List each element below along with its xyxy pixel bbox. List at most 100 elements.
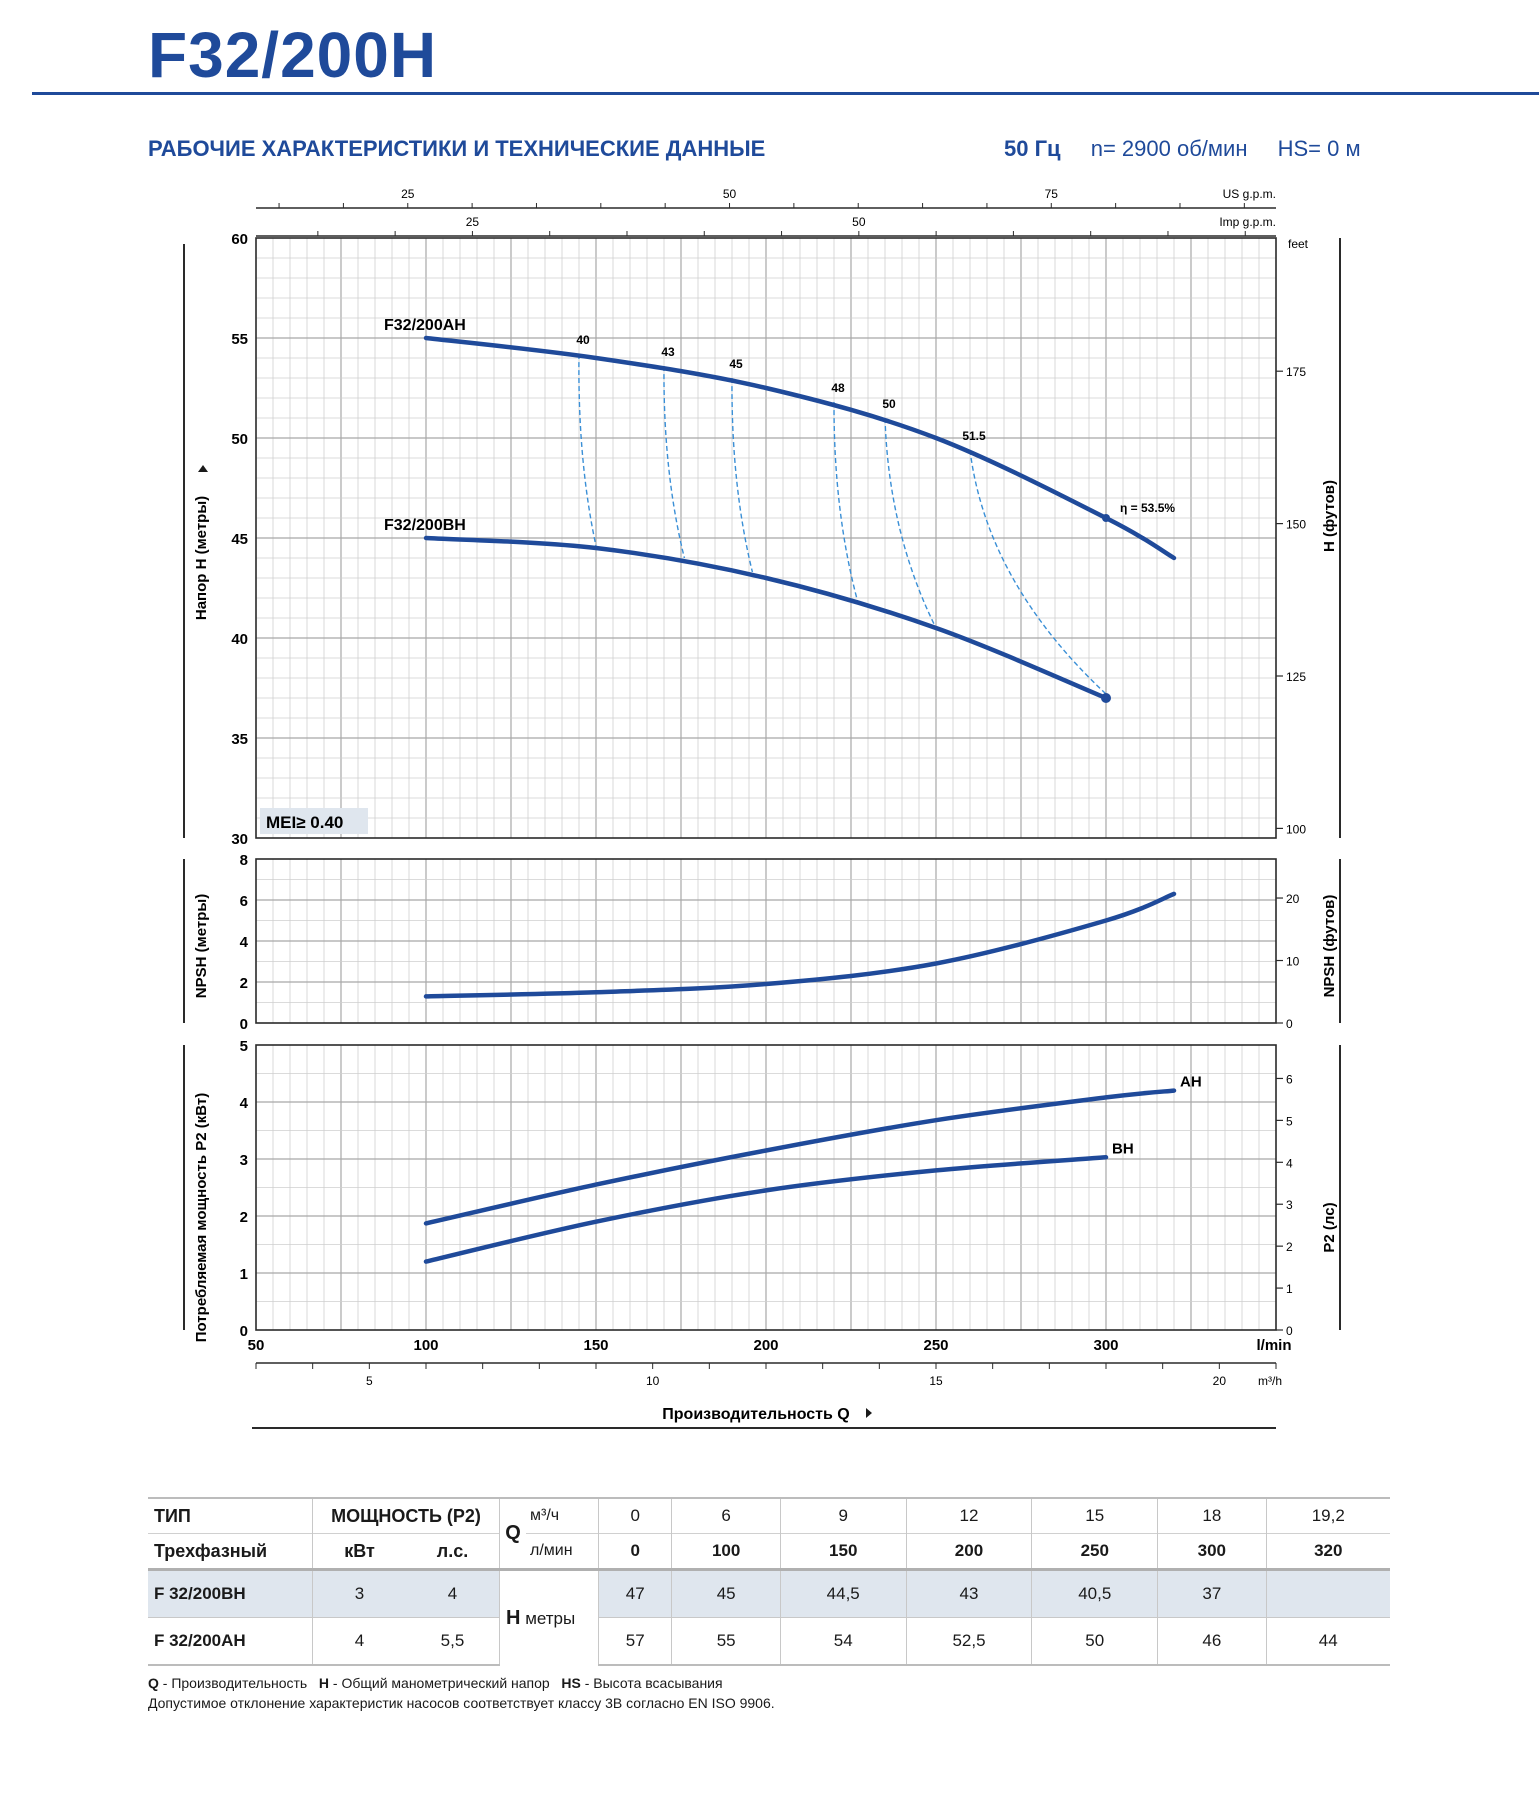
ah-h-3: 52,5 xyxy=(905,1617,1032,1666)
chart-grids xyxy=(183,237,1341,1331)
ah-h-1: 55 xyxy=(671,1617,781,1666)
h-symbol: H xyxy=(506,1606,521,1629)
power-frame xyxy=(255,1044,1277,1331)
x-axis-title: Производительность Q xyxy=(662,1406,849,1423)
q-m3h-2: 9 xyxy=(779,1497,907,1534)
head-curve-f32/200bh xyxy=(423,535,1109,701)
m3h-tick-label: 10 xyxy=(646,1374,660,1388)
power-right-tick-label: 0 xyxy=(1286,1324,1293,1338)
m3h-tick-label: 15 xyxy=(929,1374,943,1388)
page-title: F32/200H xyxy=(148,19,438,91)
type-header: ТИП xyxy=(148,1497,313,1534)
npsh-right-tick-label: 20 xyxy=(1286,892,1300,906)
bh-h-3: 43 xyxy=(905,1568,1032,1618)
title-rule xyxy=(32,92,1539,95)
head-right-tick-label: 100 xyxy=(1286,822,1306,836)
q-lmin-1: 100 xyxy=(671,1533,781,1570)
head-ytick-label: 40 xyxy=(231,631,248,648)
head-curve-label-f32/200ah: F32/200AH xyxy=(384,317,466,334)
x-tick-label: 150 xyxy=(583,1337,608,1354)
power-curve-label-bh: BH xyxy=(1112,1140,1134,1157)
npsh-right-tick-label: 10 xyxy=(1286,955,1300,969)
power-ytick-label: 1 xyxy=(240,1266,248,1283)
bh-h-4: 40,5 xyxy=(1031,1568,1158,1618)
kw-header: кВт xyxy=(312,1533,406,1570)
bh-h-1: 45 xyxy=(671,1568,781,1618)
q-lmin-3: 200 xyxy=(905,1533,1032,1570)
bh-h-5: 37 xyxy=(1157,1568,1266,1618)
head-ytick-label: 50 xyxy=(231,431,248,448)
npsh-ytick-label: 2 xyxy=(240,975,248,992)
m3h-unit-label: m³/h xyxy=(1258,1374,1282,1388)
chart-labels: 3035404550556002468012345100125150175010… xyxy=(193,231,1338,1429)
fn-h-key: H xyxy=(318,1675,330,1691)
x-tick-label: 50 xyxy=(248,1337,265,1354)
head-curve-label-f32/200bh: F32/200BH xyxy=(384,517,466,534)
ah-hp: 5,5 xyxy=(406,1617,500,1666)
h-unit-cell: H метры xyxy=(499,1568,599,1665)
hs-label: HS= 0 м xyxy=(1277,136,1361,161)
x-tick-label: 100 xyxy=(413,1337,438,1354)
head-ytick-label: 45 xyxy=(231,531,248,548)
x-tick-label: 200 xyxy=(753,1337,778,1354)
power-ytick-label: 0 xyxy=(240,1323,248,1340)
footnote-tolerance: Допустимое отклонение характеристик насо… xyxy=(148,1695,775,1711)
q-m3h-4: 15 xyxy=(1031,1497,1158,1534)
footnote-legend: Q - Производительность H - Общий маномет… xyxy=(148,1673,775,1693)
q-lmin-4: 250 xyxy=(1031,1533,1158,1570)
efficiency-label-43: 43 xyxy=(661,345,675,359)
npsh-ytick-label: 0 xyxy=(240,1016,248,1033)
footnote: Q - Производительность H - Общий маномет… xyxy=(148,1673,775,1713)
us-gpm-label: US g.p.m. xyxy=(1223,187,1276,201)
efficiency-curve-48 xyxy=(833,401,859,603)
q-lmin-5: 300 xyxy=(1157,1533,1266,1570)
efficiency-max-label: η = 53.5% xyxy=(1120,501,1175,515)
npsh-ytick-label: 6 xyxy=(240,893,248,910)
npsh-y-right-title: NPSH (футов) xyxy=(1321,895,1338,998)
ah-h-4: 50 xyxy=(1031,1617,1158,1666)
top-flow-axes: 25 50 75 25 50 US g.p.m. Imp g.p.m. xyxy=(256,187,1276,237)
efficiency-curve-51.5 xyxy=(969,449,1107,695)
us-gpm-tick-label: 25 xyxy=(401,187,415,201)
power-ytick-label: 4 xyxy=(240,1095,249,1112)
feet-label: feet xyxy=(1288,237,1309,251)
imp-gpm-label: Imp g.p.m. xyxy=(1219,215,1276,229)
power-ytick-label: 3 xyxy=(240,1152,248,1169)
q-m3h-5: 18 xyxy=(1157,1497,1266,1534)
efficiency-label-40: 40 xyxy=(576,333,590,347)
q-lmin-2: 150 xyxy=(779,1533,907,1570)
operating-specs: 50 Гц n= 2900 об/мин HS= 0 м xyxy=(1004,136,1361,162)
q-m3h-3: 12 xyxy=(905,1497,1032,1534)
head-y-arrow-icon xyxy=(198,465,208,472)
head-right-tick-label: 150 xyxy=(1286,518,1306,532)
efficiency-label-45: 45 xyxy=(729,357,743,371)
efficiency-curve-43 xyxy=(663,365,686,559)
q-unit-m3h: м³/ч xyxy=(526,1497,599,1534)
head-right-tick-label: 125 xyxy=(1286,670,1306,684)
power-curve-bh xyxy=(423,1155,1109,1264)
fn-hs-key: HS xyxy=(561,1675,581,1691)
q-m3h-0: 0 xyxy=(597,1497,672,1534)
mei-badge: MEI≥ 0.40 xyxy=(266,813,343,832)
model-ah: F 32/200AH xyxy=(148,1617,313,1666)
power-curve-label-ah: AH xyxy=(1180,1074,1202,1091)
performance-table: ТИП МОЩНОСТЬ (P2) Q м³/ч 0 6 9 12 15 18 … xyxy=(148,1497,1390,1666)
ah-h-5: 46 xyxy=(1157,1617,1266,1666)
q-symbol: Q xyxy=(499,1497,526,1570)
efficiency-label-51.5: 51.5 xyxy=(962,429,986,443)
q-unit-lmin: л/мин xyxy=(526,1533,599,1570)
power-header: МОЩНОСТЬ (P2) xyxy=(312,1497,500,1534)
head-curve-f32/200ah xyxy=(423,335,1177,561)
npsh-y-title: NPSH (метры) xyxy=(193,894,210,998)
ah-h-6: 44 xyxy=(1265,1617,1390,1666)
efficiency-curve-45 xyxy=(731,377,754,573)
us-gpm-tick-label: 75 xyxy=(1045,187,1059,201)
power-right-tick-label: 6 xyxy=(1286,1072,1293,1086)
x-axis-arrow-icon xyxy=(866,1408,872,1418)
bh-kw: 3 xyxy=(312,1568,406,1618)
m3h-tick-label: 5 xyxy=(366,1374,373,1388)
q-m3h-6: 19,2 xyxy=(1265,1497,1390,1534)
efficiency-curve-40 xyxy=(578,353,597,547)
fn-q-key: Q xyxy=(148,1675,159,1691)
fn-h-text: - Общий манометрический напор xyxy=(329,1675,550,1691)
